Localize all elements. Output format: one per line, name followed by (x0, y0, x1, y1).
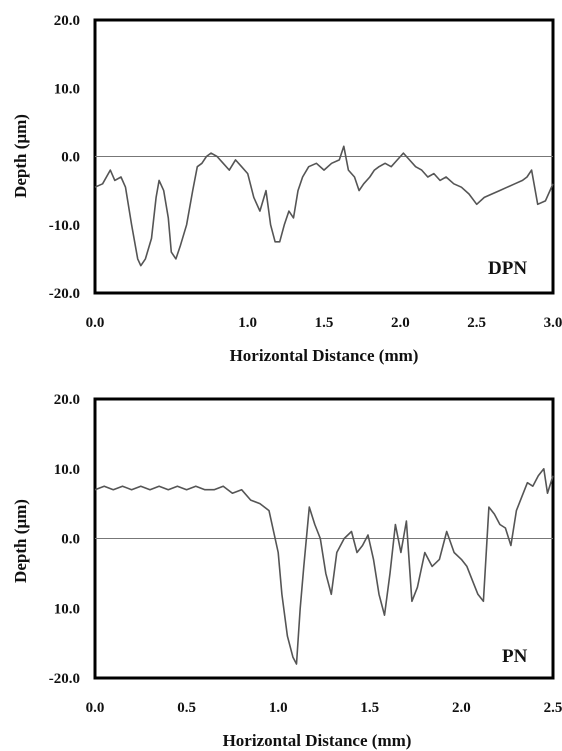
y-tick-label: -20.0 (49, 671, 80, 687)
y-tick-label: 0.0 (61, 532, 80, 548)
y-axis-title: Depth (µm) (11, 114, 30, 198)
y-tick-labels: 20.0 10.0 0.0 10.0 -20.0 (49, 392, 80, 687)
y-axis-title: Depth (µm) (11, 499, 30, 583)
x-tick-label: 2.0 (391, 315, 410, 331)
depth-profile-line (94, 468, 554, 665)
depth-profile-chart-dpn: 20.0 10.0 0.0 -10.0 -20.0 0.0 1.0 1.5 2.0 2.5 3.0… (11, 13, 562, 365)
x-tick-label: 2.0 (452, 700, 471, 716)
x-tick-labels: 0.0 1.0 1.5 2.0 2.5 3.0 (86, 315, 562, 331)
x-tick-label: 0.0 (86, 700, 105, 716)
x-tick-labels: 0.0 0.5 1.0 1.5 2.0 2.5 (86, 700, 562, 716)
y-tick-label: 20.0 (54, 13, 80, 29)
x-tick-label: 1.0 (238, 315, 257, 331)
depth-profile-line (94, 145, 554, 267)
y-tick-label: -10.0 (49, 218, 80, 234)
y-tick-labels: 20.0 10.0 0.0 -10.0 -20.0 (49, 13, 80, 302)
x-tick-label: 0.0 (86, 315, 105, 331)
panel-label: DPN (488, 258, 527, 279)
y-tick-label: 10.0 (54, 601, 80, 617)
x-tick-label: 3.0 (544, 315, 562, 331)
x-axis-title: Horizontal Distance (mm) (223, 731, 412, 750)
depth-profile-chart-pn: 20.010.00.010.0-20.0 0.0 0.5 1.0 1.5 2.0 2.5 … (11, 392, 562, 750)
y-tick-label: 10.0 (54, 462, 80, 478)
x-tick-label: 2.5 (467, 315, 486, 331)
y-tick-label: 10.0 (54, 81, 80, 97)
x-tick-label: 0.5 (177, 700, 196, 716)
y-tick-label: 20.0 (54, 392, 80, 408)
x-tick-label: 1.0 (269, 700, 288, 716)
x-tick-label: 1.5 (360, 700, 379, 716)
x-tick-label: 1.5 (315, 315, 334, 331)
y-tick-label: -20.0 (49, 286, 80, 302)
x-axis-title: Horizontal Distance (mm) (230, 346, 419, 365)
y-tick-label: 0.0 (61, 150, 80, 166)
x-tick-label: 2.5 (544, 700, 562, 716)
panel-label: PN (502, 646, 528, 667)
